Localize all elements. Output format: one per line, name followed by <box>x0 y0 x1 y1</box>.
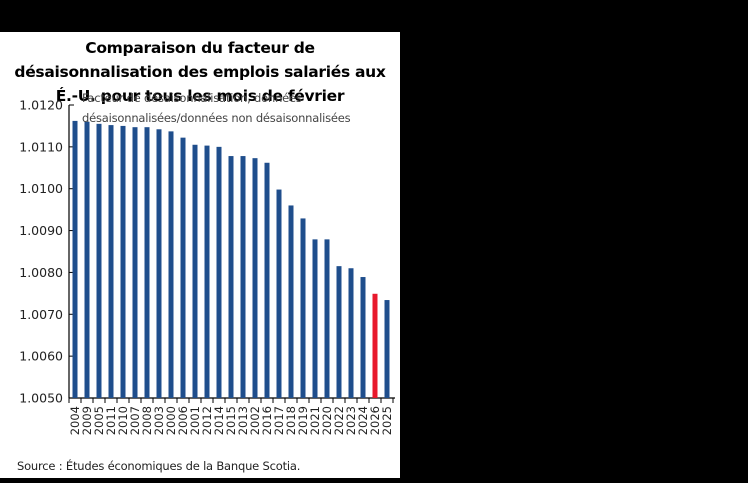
bar-2007 <box>132 127 138 398</box>
bar-2026 <box>372 293 378 398</box>
bar-2014 <box>216 146 222 398</box>
y-tick-label: 1.0080 <box>19 265 63 280</box>
x-tick-label: 2015 <box>224 406 238 435</box>
y-tick-label: 1.0100 <box>19 181 63 196</box>
x-tick-label: 2013 <box>236 406 250 435</box>
bar-2000 <box>168 131 174 398</box>
x-tick-label: 2006 <box>176 406 190 435</box>
title-line-3: É.-U. pour tous les mois de février <box>55 87 345 105</box>
x-tick-label: 2000 <box>164 406 178 435</box>
bar-2023 <box>348 268 354 398</box>
y-tick-label: 1.0070 <box>19 307 63 322</box>
bar-2017 <box>276 189 282 398</box>
x-tick-label: 2024 <box>356 406 370 435</box>
subtitle-line-1: Facteur de désaisonnalisation, données <box>82 91 302 105</box>
bar-chart: 1.0050 1.0060 1.0070 1.0080 1.0090 1.0100 1.01… <box>19 98 395 435</box>
bar-2012 <box>204 145 210 398</box>
chart-title: Comparaison du facteur de désaisonnalisa… <box>0 36 400 108</box>
x-tick-label: 2010 <box>116 406 130 435</box>
bar-2011 <box>108 125 114 398</box>
x-tick-label: 2001 <box>188 406 202 435</box>
bar-2016 <box>264 162 270 398</box>
bar-2020 <box>324 239 330 398</box>
bar-2008 <box>144 127 150 398</box>
x-tick-label: 2009 <box>80 406 94 435</box>
bar-2025 <box>384 300 390 398</box>
bar-2009 <box>84 121 90 398</box>
x-tick-label: 2018 <box>284 406 298 435</box>
bar-2013 <box>240 156 246 398</box>
bar-2002 <box>252 158 258 398</box>
x-tick-label: 2011 <box>104 406 118 435</box>
title-line-2: désaisonnalisation des emplois salariés … <box>14 63 386 81</box>
axis-subtitle: Facteur de désaisonnalisation, données d… <box>82 88 402 128</box>
y-tick-label: 1.0050 <box>19 391 63 406</box>
bar-2005 <box>96 123 102 398</box>
y-tick-label: 1.0090 <box>19 223 63 238</box>
bar-2024 <box>360 277 366 398</box>
x-tick-label: 2023 <box>344 406 358 435</box>
source-note: Source : Études économiques de la Banque… <box>17 459 301 473</box>
bar-2018 <box>288 205 294 398</box>
bar-2006 <box>180 137 186 399</box>
x-tick-label: 2002 <box>248 406 262 435</box>
bar-2004 <box>72 120 78 399</box>
x-tick-label: 2017 <box>272 406 286 435</box>
subtitle-line-2: désaisonnalisées/données non désaisonnal… <box>82 111 351 125</box>
x-tick-label: 2004 <box>68 406 82 435</box>
x-tick-label: 2022 <box>332 406 346 435</box>
x-tick-label: 2016 <box>260 406 274 435</box>
x-tick-label: 2021 <box>308 406 322 435</box>
bar-2010 <box>120 125 126 398</box>
x-tick-label: 2020 <box>320 406 334 435</box>
x-tick-label: 2008 <box>140 406 154 435</box>
x-tick-label: 2003 <box>152 406 166 435</box>
x-tick-label: 2014 <box>212 406 226 435</box>
x-tick-label: 2005 <box>92 406 106 435</box>
x-tick-label: 2025 <box>380 406 394 435</box>
bar-2015 <box>228 156 234 398</box>
bar-2019 <box>300 218 306 398</box>
bar-2003 <box>156 129 162 398</box>
y-tick-label: 1.0120 <box>19 98 63 113</box>
chart-panel: Comparaison du facteur de désaisonnalisa… <box>0 32 400 478</box>
y-tick-label: 1.0110 <box>19 139 63 154</box>
bar-2001 <box>192 144 198 398</box>
x-tick-label: 2026 <box>368 406 382 435</box>
x-tick-label: 2012 <box>200 406 214 435</box>
bar-2022 <box>336 266 342 398</box>
x-tick-label: 2019 <box>296 406 310 435</box>
bar-2021 <box>312 239 318 398</box>
x-tick-label: 2007 <box>128 406 142 435</box>
y-tick-label: 1.0060 <box>19 349 63 364</box>
title-line-1: Comparaison du facteur de <box>85 39 315 57</box>
